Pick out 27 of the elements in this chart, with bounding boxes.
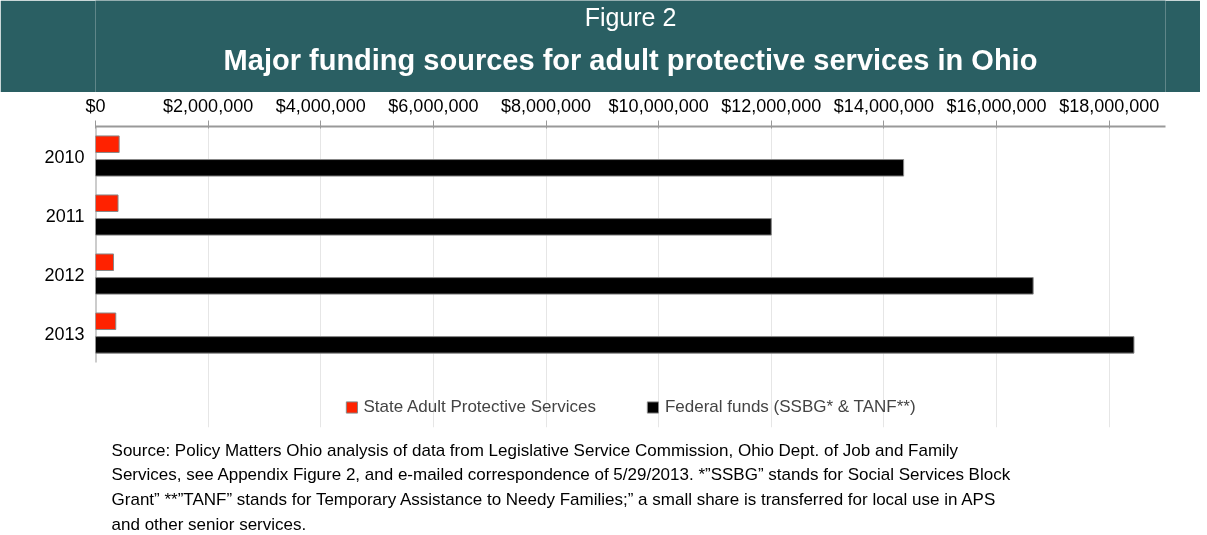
x-tick-label: $10,000,000 (608, 95, 709, 116)
y-tick-label: 2011 (45, 205, 85, 226)
bar (95, 194, 119, 212)
x-tick-label: $12,000,000 (721, 95, 822, 116)
x-tick-label: $0 (85, 95, 106, 116)
chart-title: Figure 2 (584, 3, 677, 32)
x-tick-label: $6,000,000 (388, 95, 479, 116)
y-tick-label: 2012 (44, 264, 85, 285)
y-tick-label: 2013 (44, 323, 85, 344)
bar (95, 277, 1034, 295)
bar (95, 336, 1135, 354)
x-tick-label: $18,000,000 (1059, 95, 1160, 116)
x-tick-label: $14,000,000 (833, 95, 934, 116)
bar (95, 253, 115, 272)
x-tick-label: $8,000,000 (500, 95, 592, 116)
x-tick-label: $16,000,000 (946, 95, 1047, 116)
x-tick-label: $2,000,000 (163, 95, 254, 116)
y-tick-label: 2010 (44, 146, 85, 167)
source-note: Source: Policy Matters Ohio analysis of data from Legislative Service Commission, Ohio Dept. of Job and Family Services, see Appendix Figure 2, and e-mailed correspondence of 5/29/2013. *”SSBG” stands for Social Services Block Grant” **”TANF” stands for Temporary Assistance to Needy Families;” a small share is transferred for local use in APS and other senior services. (111, 440, 1011, 534)
chart-subtitle: Major funding sources for adult protective services in Ohio (223, 44, 1038, 77)
x-tick-label: $4,000,000 (275, 95, 366, 116)
legend-label: Federal funds (SSBG* & TANF**) (664, 397, 916, 417)
bar (95, 218, 772, 236)
legend-label: State Adult Protective Services (363, 397, 596, 417)
bar (95, 135, 120, 153)
bar (95, 312, 117, 331)
bar (95, 159, 905, 177)
